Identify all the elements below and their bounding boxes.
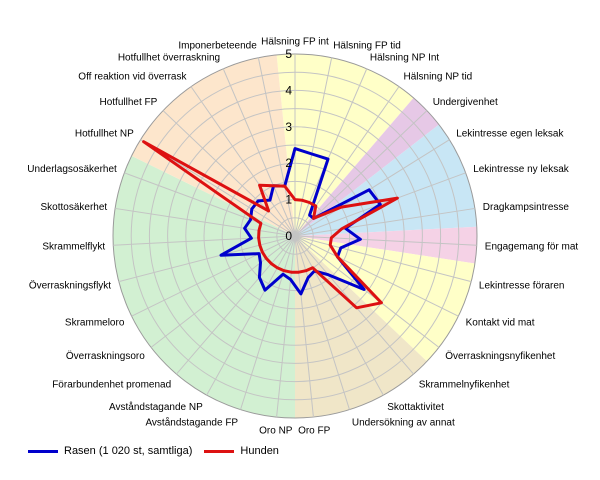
category-label-25: Underlagsosäkerhet [27,164,117,175]
category-label-24: Skottosäkerhet [40,202,107,213]
category-label-18: Avståndstagande NP [109,401,203,413]
legend: Rasen (1 020 st, samtliga) Hunden [28,445,291,457]
legend-swatch-series-2 [204,449,235,453]
category-label-11: Överraskningsnyfikenhet [445,350,555,362]
category-label-5: Lekintresse egen leksak [456,128,564,139]
grid-spoke-21 [131,235,296,317]
category-label-2: Hälsning NP Int [370,52,440,63]
tick-label-3: 3 [285,120,292,134]
tick-label-1: 1 [285,193,292,207]
grid-spoke-16 [276,235,296,418]
category-label-15: Oro FP [298,426,331,437]
grid-spoke-15 [294,235,314,418]
category-label-0: Hälsning FP int [261,37,329,48]
category-label-14: Undersökning av annat [352,418,455,429]
category-label-9: Lekintresse föraren [479,280,565,291]
category-label-27: Hotfullhet FP [99,97,157,108]
category-label-22: Överraskningsflykt [29,279,111,291]
category-label-20: Överraskningsoro [66,350,145,362]
grid-spoke-9 [294,235,472,283]
grid-spoke-11 [294,235,440,348]
series-line-1 [219,147,382,296]
series-line-2 [142,140,399,310]
grid-spoke-23 [113,235,296,246]
grid-spoke-22 [118,235,296,283]
legend-item-series-1: Rasen (1 020 st, samtliga) [28,445,192,457]
grid-spoke-7 [294,207,475,237]
grid-spoke-20 [150,235,296,348]
category-label-6: Lekintresse ny leksak [473,164,570,175]
tick-label-4: 4 [285,83,292,97]
grid-spoke-17 [240,235,296,410]
tick-label-5: 5 [285,47,292,61]
category-label-17: Avståndstagande FP [145,417,238,429]
category-label-12: Skrammelnyfikenhet [419,380,510,391]
grid-spoke-8 [294,235,477,246]
category-label-10: Kontakt vid mat [466,317,535,328]
category-label-3: Hälsning NP tid [404,72,473,83]
legend-label-series-1: Rasen (1 020 st, samtliga) [64,445,193,457]
data-series [142,140,399,310]
category-label-19: Förarbundenhet promenad [52,380,171,391]
category-label-7: Dragkampsintresse [483,202,570,213]
grid-spoke-30 [257,57,296,237]
category-label-26: Hotfullhet NP [75,128,134,139]
grid-spoke-14 [294,235,350,410]
sector-background-7 [131,54,295,237]
grid-spoke-25 [124,172,296,237]
radial-tick-labels: 0 1 2 3 4 5 [285,47,292,243]
category-label-30: Imponerbeteende [178,41,257,52]
grid-spoke-18 [206,235,296,396]
grid-spoke-24 [115,207,296,237]
grid-spoke-29 [222,68,296,237]
category-label-29: Hotfullhet överraskning [118,52,220,63]
sector-background-0 [276,54,414,237]
category-label-21: Skrammeloro [65,317,125,328]
tick-label-2: 2 [285,156,292,170]
category-label-1: Hälsning FP tid [333,41,401,52]
category-label-16: Oro NP [259,426,293,437]
grid-spoke-1 [294,57,333,237]
tick-label-0: 0 [285,229,292,243]
legend-label-series-2: Hunden [240,445,279,457]
grid-spoke-5 [294,139,450,237]
grid-spoke-28 [190,86,296,237]
grid-spoke-19 [176,235,296,375]
category-label-4: Undergivenhet [433,97,498,108]
grid-spoke-13 [294,235,384,396]
legend-item-series-2: Hunden [204,445,279,457]
legend-swatch-series-1 [28,449,58,453]
category-label-13: Skottaktivitet [387,402,444,413]
category-label-23: Skrammelflykt [42,241,105,252]
grid-spoke-10 [294,235,459,317]
grid-spoke-2 [294,68,368,237]
category-label-8: Engagemang för mat [485,241,579,252]
grid-spoke-27 [162,110,296,237]
category-label-28: Off reaktion vid överrask [78,72,187,83]
